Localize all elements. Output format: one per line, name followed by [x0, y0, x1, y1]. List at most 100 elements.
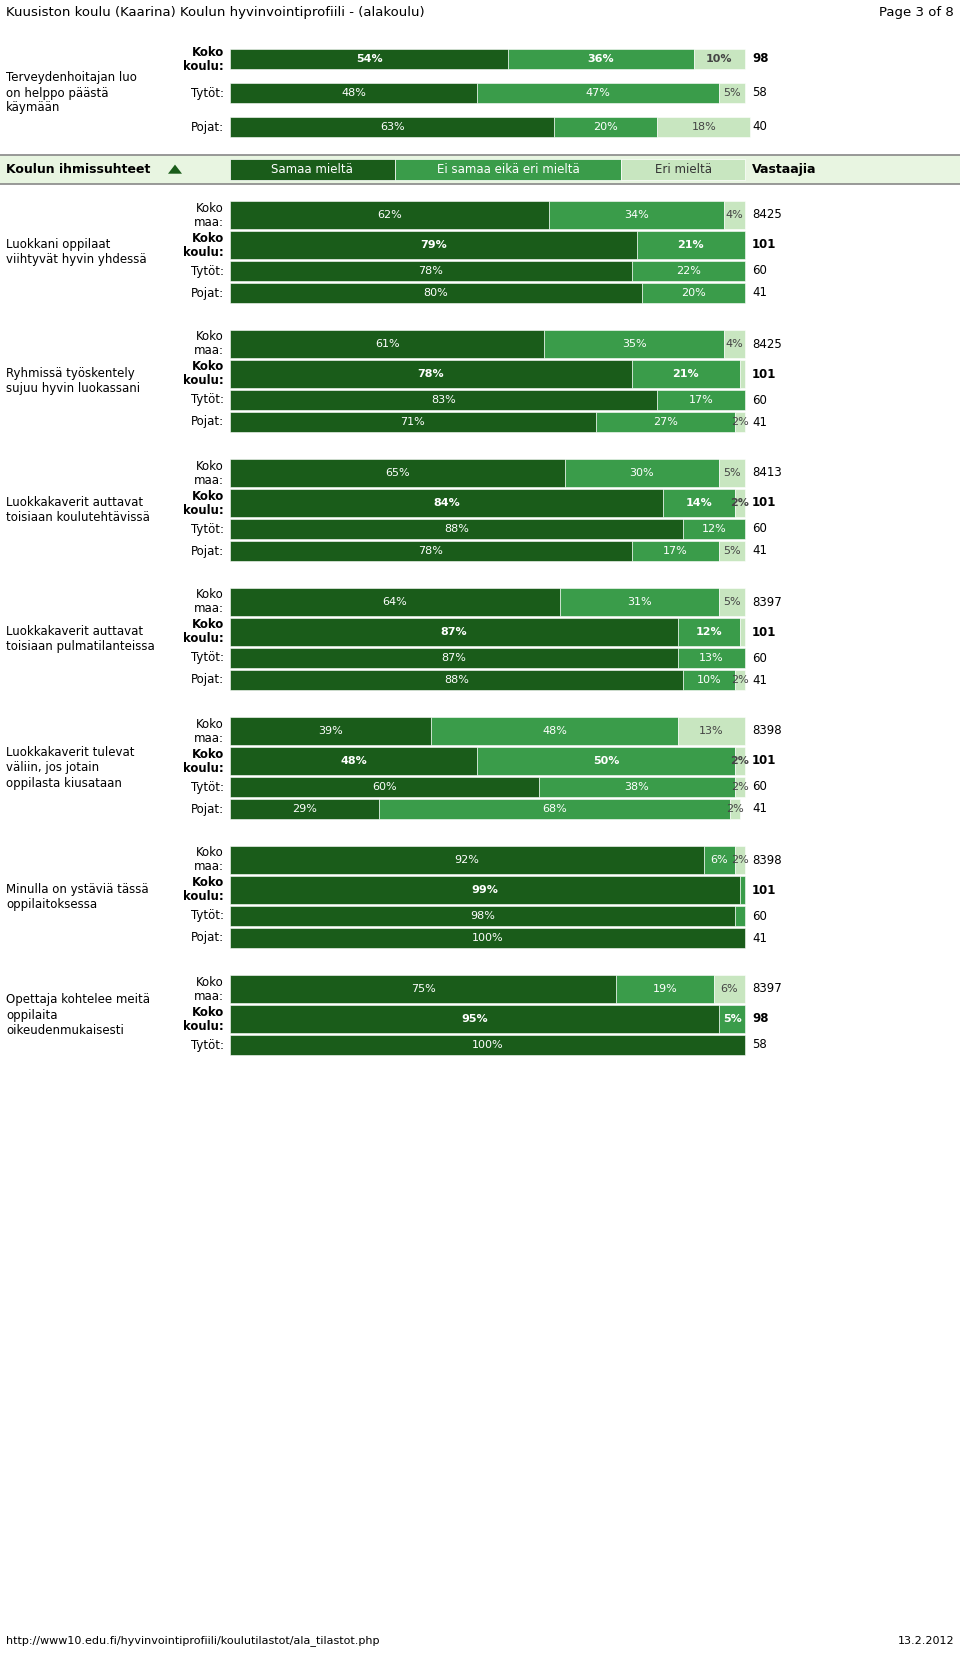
- Bar: [230, 83, 477, 103]
- Text: 12%: 12%: [696, 627, 722, 637]
- Bar: [719, 589, 745, 615]
- Text: 47%: 47%: [586, 88, 611, 98]
- Bar: [230, 906, 734, 926]
- Text: 79%: 79%: [420, 240, 446, 250]
- Bar: [379, 799, 730, 819]
- Text: Koulun ihmissuhteet: Koulun ihmissuhteet: [6, 164, 151, 175]
- Bar: [734, 748, 745, 776]
- Bar: [632, 361, 740, 389]
- Text: 75%: 75%: [411, 984, 436, 994]
- Text: 6%: 6%: [710, 855, 728, 865]
- Text: Tytöt:: Tytöt:: [191, 781, 224, 794]
- Bar: [678, 716, 745, 744]
- Bar: [230, 928, 745, 948]
- Text: 20%: 20%: [682, 288, 706, 298]
- Text: 84%: 84%: [433, 498, 460, 508]
- Bar: [431, 716, 678, 744]
- Bar: [230, 202, 549, 228]
- Text: 13%: 13%: [699, 726, 724, 736]
- Text: Opettaja kohtelee meitä
oppilaita
oikeudenmukaisesti: Opettaja kohtelee meitä oppilaita oikeud…: [6, 994, 150, 1037]
- Text: 60: 60: [752, 781, 767, 794]
- Text: Koko
koulu:: Koko koulu:: [183, 361, 224, 387]
- Text: 8425: 8425: [752, 208, 781, 222]
- Bar: [549, 202, 725, 228]
- Text: 40: 40: [752, 121, 767, 134]
- Text: 17%: 17%: [689, 395, 713, 405]
- Text: 2%: 2%: [731, 498, 750, 508]
- Text: 60: 60: [752, 523, 767, 536]
- Text: Koko
koulu:: Koko koulu:: [183, 748, 224, 774]
- Text: Koko
koulu:: Koko koulu:: [183, 490, 224, 516]
- Text: 17%: 17%: [663, 546, 688, 556]
- Text: 88%: 88%: [444, 524, 469, 534]
- Bar: [230, 232, 636, 260]
- Bar: [230, 283, 642, 303]
- Text: Luokkani oppilaat
viihtyvät hyvin yhdessä: Luokkani oppilaat viihtyvät hyvin yhdess…: [6, 238, 147, 266]
- Text: 29%: 29%: [292, 804, 317, 814]
- Bar: [632, 261, 745, 281]
- Text: 8397: 8397: [752, 595, 781, 609]
- Text: 27%: 27%: [653, 417, 678, 427]
- Text: 2%: 2%: [731, 782, 749, 792]
- Text: 18%: 18%: [691, 122, 716, 132]
- Text: Ryhmissä työskentely
sujuu hyvin luokassani: Ryhmissä työskentely sujuu hyvin luokass…: [6, 367, 140, 395]
- Text: Tytöt:: Tytöt:: [191, 265, 224, 278]
- Bar: [734, 670, 745, 690]
- Text: Koko
maa:: Koko maa:: [194, 976, 224, 1002]
- Bar: [616, 974, 714, 1002]
- Text: Koko
maa:: Koko maa:: [194, 202, 224, 228]
- Polygon shape: [168, 165, 182, 174]
- Text: 60: 60: [752, 910, 767, 923]
- Text: 38%: 38%: [624, 782, 649, 792]
- Text: 8425: 8425: [752, 337, 781, 351]
- Text: 95%: 95%: [462, 1014, 488, 1024]
- Text: 20%: 20%: [593, 122, 618, 132]
- Text: 8413: 8413: [752, 466, 781, 480]
- Bar: [693, 50, 745, 69]
- Bar: [662, 490, 734, 518]
- Text: 80%: 80%: [423, 288, 448, 298]
- Text: Koko
maa:: Koko maa:: [194, 331, 224, 357]
- Bar: [704, 845, 734, 873]
- Text: 13.2.2012: 13.2.2012: [898, 1636, 954, 1646]
- Text: Tytöt:: Tytöt:: [191, 652, 224, 665]
- Text: Tytöt:: Tytöt:: [191, 86, 224, 99]
- Bar: [230, 412, 595, 432]
- Text: 41: 41: [752, 544, 767, 557]
- Text: 8398: 8398: [752, 724, 781, 738]
- Text: 5%: 5%: [723, 468, 741, 478]
- Text: Luokkakaverit tulevat
väliin, jos jotain
oppilasta kiusataan: Luokkakaverit tulevat väliin, jos jotain…: [6, 746, 134, 789]
- Bar: [230, 117, 555, 137]
- Text: Koko
koulu:: Koko koulu:: [183, 1006, 224, 1032]
- Text: 101: 101: [752, 238, 777, 251]
- Text: 58: 58: [752, 1039, 767, 1052]
- Text: 4%: 4%: [726, 210, 744, 220]
- Text: 78%: 78%: [419, 266, 444, 276]
- Text: 92%: 92%: [454, 855, 479, 865]
- Text: 41: 41: [752, 673, 767, 686]
- Bar: [230, 519, 684, 539]
- Text: 5%: 5%: [723, 546, 741, 556]
- Bar: [734, 490, 745, 518]
- Text: 21%: 21%: [678, 240, 705, 250]
- Text: 30%: 30%: [630, 468, 655, 478]
- Text: 101: 101: [752, 367, 777, 380]
- Bar: [678, 619, 740, 647]
- Text: 41: 41: [752, 802, 767, 815]
- Bar: [230, 670, 684, 690]
- Text: 87%: 87%: [441, 627, 468, 637]
- Text: 5%: 5%: [723, 597, 741, 607]
- Bar: [621, 159, 745, 180]
- Text: Pojat:: Pojat:: [191, 931, 224, 944]
- Bar: [560, 589, 719, 615]
- Text: 54%: 54%: [356, 55, 382, 65]
- Text: 98%: 98%: [469, 911, 494, 921]
- Text: 35%: 35%: [622, 339, 647, 349]
- Bar: [230, 648, 678, 668]
- Text: 62%: 62%: [377, 210, 402, 220]
- Text: Luokkakaverit auttavat
toisiaan pulmatilanteissa: Luokkakaverit auttavat toisiaan pulmatil…: [6, 625, 155, 653]
- Text: 31%: 31%: [627, 597, 652, 607]
- Text: Tytöt:: Tytöt:: [191, 1039, 224, 1052]
- Bar: [740, 361, 745, 389]
- Bar: [230, 1006, 719, 1034]
